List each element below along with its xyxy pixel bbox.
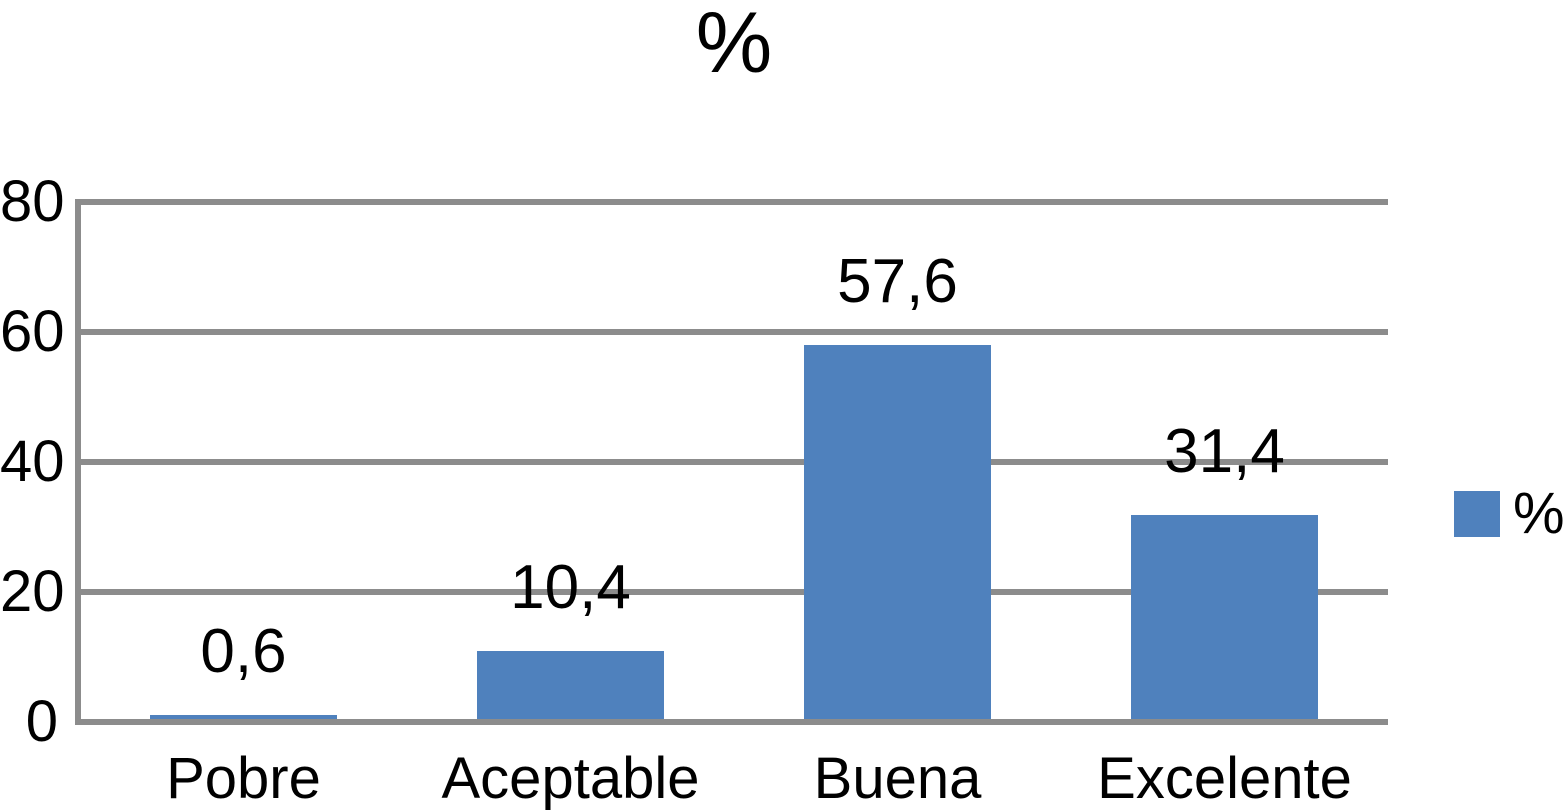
y-tick-label: 0 xyxy=(25,689,58,754)
x-axis-line xyxy=(75,719,1388,725)
gridline xyxy=(80,589,1388,595)
y-tick-label: 80 xyxy=(0,169,65,234)
legend: % xyxy=(1454,485,1565,543)
value-label: 0,6 xyxy=(200,617,287,686)
value-label: 10,4 xyxy=(510,553,631,622)
value-label: 31,4 xyxy=(1164,417,1285,486)
gridline xyxy=(80,329,1388,335)
bar-buena xyxy=(804,345,991,719)
gridline xyxy=(80,199,1388,205)
bar-aceptable xyxy=(477,651,664,719)
legend-swatch xyxy=(1454,491,1500,537)
gridline xyxy=(80,459,1388,465)
bar-excelente xyxy=(1131,515,1318,719)
y-tick-label: 20 xyxy=(0,559,65,624)
y-tick-label: 40 xyxy=(0,429,65,494)
plot-area: 0,6 10,4 57,6 31,4 xyxy=(75,199,1388,725)
x-category-label: Aceptable xyxy=(441,746,700,811)
y-tick-label: 60 xyxy=(0,299,65,364)
y-axis-line xyxy=(75,199,81,725)
chart-title: % xyxy=(695,0,773,91)
x-category-label: Buena xyxy=(813,746,982,811)
legend-label: % xyxy=(1513,481,1565,546)
bar-pobre xyxy=(150,715,337,719)
x-category-label: Excelente xyxy=(1097,746,1352,811)
value-label: 57,6 xyxy=(837,247,958,316)
x-category-label: Pobre xyxy=(166,746,321,811)
